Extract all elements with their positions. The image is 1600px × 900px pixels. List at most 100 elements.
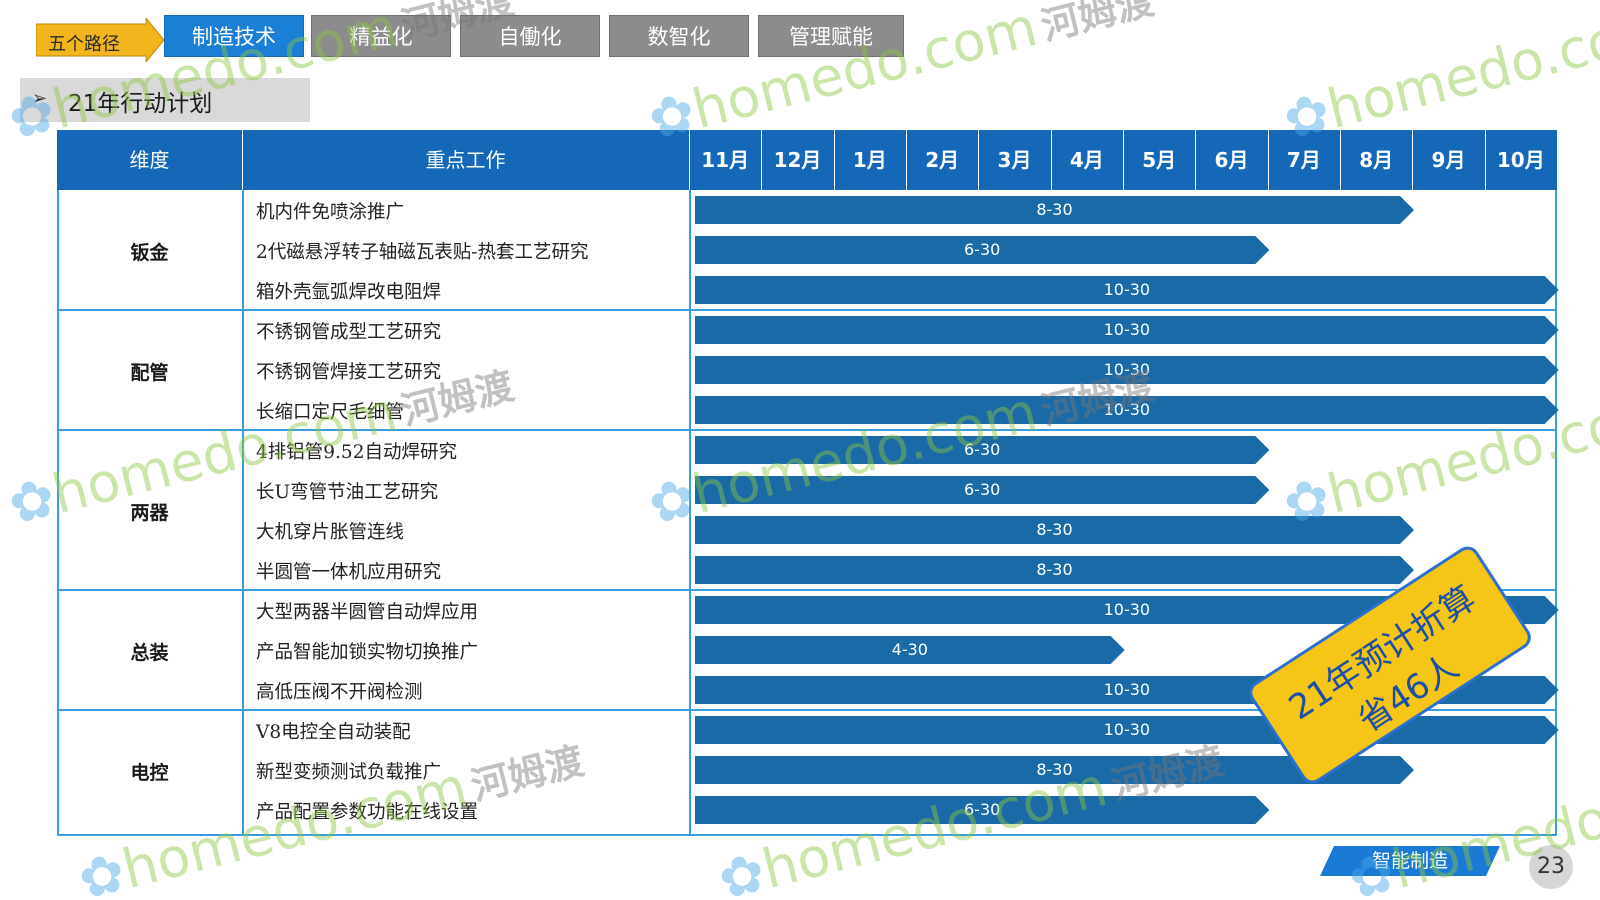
header-divider (1267, 130, 1269, 190)
task-name: 大型两器半圆管自动焊应用 (256, 602, 479, 623)
gantt-bar-deadline: 8-30 (1036, 560, 1073, 579)
header-divider (689, 130, 690, 190)
gantt-bar: 6-30 (695, 436, 1270, 464)
header-month-8: 6月 (1214, 148, 1249, 172)
task-name: 不锈钢管焊接工艺研究 (256, 362, 442, 383)
gantt-bar: 8-30 (695, 196, 1414, 224)
header-month-1: 11月 (701, 148, 750, 172)
gantt-bar: 4-30 (695, 636, 1125, 664)
header-month-12: 10月 (1496, 148, 1545, 172)
column-divider (689, 190, 691, 836)
gantt-bar-arrow (695, 396, 1559, 424)
tab-lean[interactable]: 精益化 (311, 15, 451, 57)
gantt-bar: 10-30 (695, 356, 1559, 384)
header-month-6: 4月 (1069, 148, 1104, 172)
gantt-bar-deadline: 10-30 (1103, 600, 1151, 619)
gantt-bar-arrow (695, 756, 1414, 784)
header-divider (242, 130, 243, 190)
dimension-label: 钣金 (130, 242, 169, 264)
dimension-label: 两器 (130, 502, 169, 524)
gantt-bar: 8-30 (695, 516, 1414, 544)
header-divider (1340, 130, 1341, 190)
task-name: 机内件免喷涂推广 (256, 202, 405, 223)
flower-logo-icon: ✿ (712, 839, 772, 900)
task-name: 长缩口定尺毛细管 (256, 402, 405, 423)
gantt-bar: 10-30 (695, 596, 1559, 624)
header-month-11: 9月 (1431, 148, 1466, 172)
gantt-bar-arrow (695, 516, 1414, 544)
task-name: 大机穿片胀管连线 (256, 522, 405, 543)
page-number: 23 (1529, 845, 1573, 889)
flower-logo-icon: ✿ (72, 839, 132, 900)
gantt-bar: 6-30 (695, 796, 1270, 824)
gantt-bar-deadline: 6-30 (964, 800, 1001, 819)
gantt-bar-arrow (695, 276, 1559, 304)
task-name: 产品智能加锁实物切换推广 (256, 642, 479, 663)
task-name: 4排铝管9.52自动焊研究 (256, 442, 457, 463)
gantt-bar-deadline: 6-30 (964, 480, 1001, 499)
group-divider (57, 309, 1557, 311)
task-name: 新型变频测试负载推广 (256, 762, 442, 783)
gantt-bar-deadline: 8-30 (1036, 200, 1073, 219)
five-paths-tag: 五个路径 (36, 18, 164, 62)
tab-digital-intelligence[interactable]: 数智化 (609, 15, 749, 57)
gantt-bar-arrow (695, 556, 1414, 584)
action-plan-header: ➢ 21年行动计划 (20, 78, 310, 122)
header-divider (833, 130, 835, 190)
arrow-bullet-icon: ➢ (32, 88, 48, 109)
dimension-label: 总装 (130, 642, 169, 664)
gantt-bar-deadline: 10-30 (1103, 320, 1151, 339)
gantt-bar-deadline: 10-30 (1103, 280, 1151, 299)
header-month-7: 5月 (1142, 148, 1177, 172)
header-month-9: 7月 (1286, 148, 1321, 172)
header-divider (1050, 130, 1052, 190)
gantt-bar-arrow (695, 796, 1270, 824)
gantt-bar-deadline: 10-30 (1103, 360, 1151, 379)
task-name: 箱外壳氩弧焊改电阻焊 (256, 282, 442, 303)
header-key-work: 重点工作 (425, 148, 506, 172)
tab-jidoka[interactable]: 自働化 (460, 15, 600, 57)
gantt-bar: 10-30 (695, 316, 1559, 344)
header-divider (1123, 130, 1124, 190)
footer-badge-label: 智能制造 (1371, 850, 1448, 872)
header-month-2: 12月 (773, 148, 822, 172)
task-name: 不锈钢管成型工艺研究 (256, 322, 442, 343)
header-divider (1484, 130, 1486, 190)
task-name: 半圆管一体机应用研究 (256, 562, 442, 583)
task-name: 长U弯管节油工艺研究 (256, 482, 439, 503)
header-divider (906, 130, 907, 190)
header-dimension: 维度 (129, 148, 170, 172)
gantt-bar: 6-30 (695, 236, 1270, 264)
gantt-bar-arrow (695, 636, 1125, 664)
gantt-bar-deadline: 8-30 (1036, 760, 1073, 779)
gantt-bar-deadline: 8-30 (1036, 520, 1073, 539)
group-divider (57, 709, 1557, 711)
group-divider (57, 429, 1557, 431)
gantt-bar-arrow (695, 476, 1270, 504)
gantt-bar-arrow (695, 356, 1559, 384)
five-paths-label: 五个路径 (48, 34, 120, 55)
gantt-bar-deadline: 6-30 (964, 440, 1001, 459)
column-divider (242, 190, 244, 836)
gantt-bar-arrow (695, 436, 1270, 464)
header-month-10: 8月 (1359, 148, 1394, 172)
dimension-label: 配管 (130, 362, 169, 384)
tab-manufacturing-tech[interactable]: 制造技术 (164, 15, 304, 57)
watermark-brand: 河姆渡 (1036, 0, 1159, 49)
gantt-bar: 8-30 (695, 756, 1414, 784)
gantt-bar-arrow (695, 596, 1559, 624)
group-divider (57, 589, 1557, 591)
gantt-bar-deadline: 4-30 (891, 640, 928, 659)
task-name: 2代磁悬浮转子轴磁瓦表贴-热套工艺研究 (256, 242, 589, 263)
action-plan-title: 21年行动计划 (68, 91, 213, 117)
header-month-4: 2月 (925, 148, 960, 172)
gantt-bar-deadline: 6-30 (964, 240, 1001, 259)
tab-management-empowerment[interactable]: 管理赋能 (758, 15, 904, 57)
header-divider (761, 130, 763, 190)
gantt-bar-arrow (695, 316, 1559, 344)
header-month-5: 3月 (997, 148, 1032, 172)
dimension-label: 电控 (130, 762, 169, 784)
footer-badge: 智能制造 (1320, 846, 1500, 876)
header-divider (978, 130, 980, 190)
gantt-bar-arrow (695, 196, 1414, 224)
